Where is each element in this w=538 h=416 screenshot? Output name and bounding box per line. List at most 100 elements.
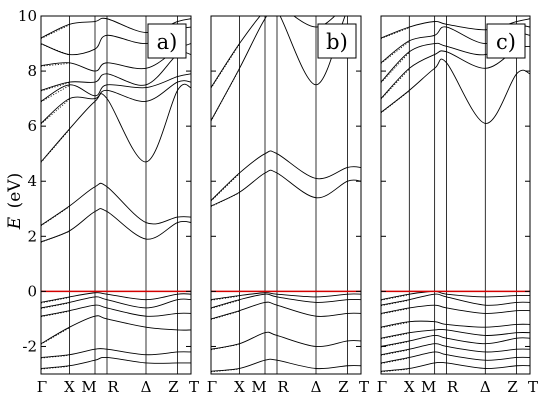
band-line: [41, 80, 191, 124]
band-line-dotted: [381, 27, 410, 40]
panel-frame: [40, 15, 192, 375]
band-line: [41, 315, 191, 345]
x-tick-label: R: [277, 378, 289, 396]
band-line: [211, 150, 361, 201]
x-tick-label: T: [189, 378, 199, 396]
band-line: [211, 358, 361, 372]
band-line-dotted: [381, 368, 410, 373]
band-line: [381, 361, 530, 372]
panel-label: c): [496, 30, 516, 54]
x-tick-label: T: [528, 378, 538, 396]
x-tick-label: T: [359, 378, 369, 396]
y-axis-symbol: E: [5, 216, 25, 230]
band-line: [41, 292, 191, 303]
band-line-dotted: [381, 294, 410, 301]
band-line: [381, 334, 530, 347]
x-tick-label: Γ: [37, 378, 47, 396]
panel-2: b) Γ X M R Δ Z T: [207, 15, 369, 396]
band-line-dotted: [41, 297, 70, 304]
x-tick-label: Γ: [377, 378, 387, 396]
band-line-dotted: [41, 310, 70, 318]
band-line-dotted: [211, 295, 240, 301]
band-line-dotted: [41, 43, 70, 56]
band-line: [41, 73, 191, 102]
band-line: [211, 16, 336, 88]
panels: a)Γ X M R Δ Z Tb)Γ X M R Δ Z Tc)Γ X M R Δ Z T: [37, 15, 538, 396]
panel-3: c) Γ X M R Δ Z T: [377, 15, 538, 396]
panel-frame: [380, 15, 531, 375]
x-tick-label: Γ: [207, 378, 217, 396]
y-axis-unit: (eV): [5, 173, 25, 209]
x-tick-label: Z: [338, 378, 348, 396]
x-tick-label: X: [64, 378, 75, 396]
panel-label-box: [486, 23, 526, 59]
y-tick-label: 10: [18, 7, 37, 25]
band-line: [381, 351, 530, 364]
band-line-dotted: [41, 82, 70, 92]
y-tick-label: 0: [27, 282, 37, 300]
band-line-dotted: [381, 68, 410, 100]
y-tick-label: 6: [27, 117, 37, 135]
band-line: [211, 293, 361, 309]
y-tick-labels: -2 0 2 4 6 8 10: [18, 7, 37, 355]
band-line-dotted: [381, 332, 410, 340]
band-line-dotted: [41, 63, 70, 67]
band-line-dotted: [41, 231, 70, 243]
x-tick-label: M: [421, 378, 436, 396]
band-line-dotted: [381, 321, 410, 329]
band-line-dotted: [41, 302, 70, 309]
band-line-dotted: [381, 357, 410, 364]
panel-frame: [210, 15, 362, 375]
band-line-dotted: [41, 206, 70, 227]
band-line-dotted: [211, 299, 240, 309]
band-line-dotted: [41, 327, 70, 345]
band-line: [41, 304, 191, 317]
x-tick-label: Δ: [480, 378, 491, 396]
x-tick-label: X: [234, 378, 245, 396]
band-line-dotted: [41, 24, 70, 39]
band-line-dotted: [41, 129, 70, 163]
band-line: [41, 182, 191, 226]
band-line: [211, 16, 346, 121]
band-line: [211, 169, 361, 207]
band-line: [381, 18, 530, 39]
band-line-dotted: [211, 68, 240, 122]
bands: [41, 17, 191, 370]
band-line-dotted: [211, 173, 240, 202]
band-line-dotted: [211, 343, 240, 351]
band-line-dotted: [381, 349, 410, 356]
band-line: [41, 17, 191, 39]
band-line-dotted: [41, 354, 70, 359]
band-line: [41, 356, 191, 369]
band-line-dotted: [211, 310, 240, 320]
band-line-dotted: [211, 43, 240, 89]
band-line: [381, 293, 530, 306]
x-tick-label: Z: [507, 378, 517, 396]
x-tick-label: X: [404, 378, 415, 396]
band-line-dotted: [381, 90, 410, 114]
y-axis-title: E (eV): [5, 173, 25, 230]
band-line: [41, 83, 191, 163]
bands: [381, 18, 530, 373]
panel-label: b): [326, 30, 348, 54]
band-line: [381, 343, 530, 356]
x-tick-label: Z: [168, 378, 178, 396]
y-tick-label: -2: [22, 337, 37, 355]
y-axis-title-text: E (eV): [5, 173, 25, 230]
x-tick-label: R: [107, 378, 119, 396]
band-line-dotted: [41, 365, 70, 370]
x-tick-label: Δ: [141, 378, 152, 396]
band-line-dotted: [41, 85, 70, 103]
band-line: [381, 328, 530, 339]
band-line: [381, 304, 530, 314]
y-tick-label: 4: [27, 172, 37, 190]
x-tick-label: M: [81, 378, 96, 396]
band-line: [211, 292, 361, 301]
band-line-dotted: [381, 299, 410, 307]
band-line-dotted: [381, 52, 410, 83]
panel-1: a) Γ X M R Δ Z T: [37, 15, 199, 396]
band-line-dotted: [381, 41, 410, 64]
y-tick-label: 2: [27, 227, 37, 245]
bands: [211, 16, 361, 373]
